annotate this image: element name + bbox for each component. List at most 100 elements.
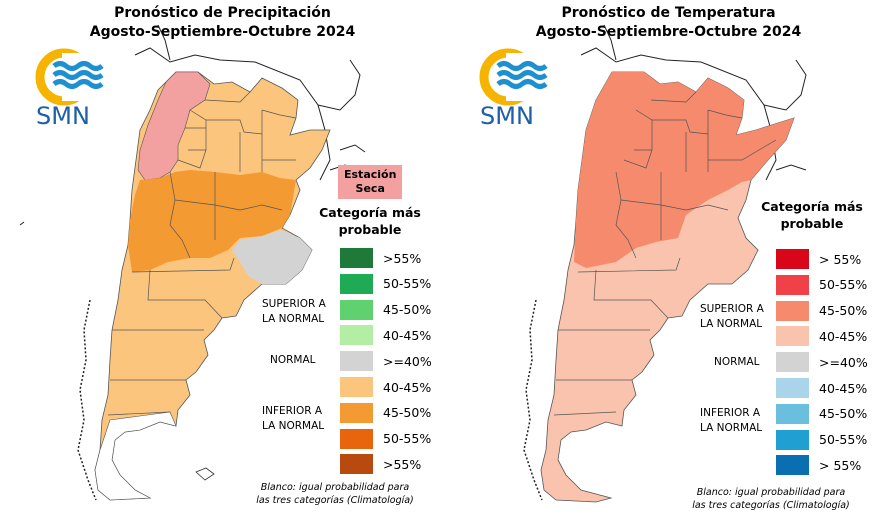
- precipitation-legend-row: 45-50%: [340, 402, 432, 423]
- temperature-forecast-panel: Pronóstico de Temperatura Agosto-Septiem…: [446, 0, 891, 523]
- precipitation-legend-label: 50-55%: [383, 431, 432, 447]
- province-borders: [553, 91, 777, 416]
- province-borders: [107, 91, 297, 416]
- temperature-title-line1: Pronóstico de Temperatura: [561, 5, 776, 21]
- precipitation-legend-title-line1: Categoría más: [319, 205, 421, 220]
- temperature-inferior-label: INFERIOR A LA NORMAL: [700, 406, 762, 436]
- temperature-legend-row: 45-50%: [776, 403, 868, 424]
- temperature-legend-label: 40-45%: [819, 328, 868, 344]
- precipitation-inferior-line2: LA NORMAL: [262, 420, 325, 432]
- smn-logo: SMN: [479, 48, 548, 130]
- precipitation-legend-row: 40-45%: [340, 325, 432, 346]
- temperature-legend-row: 50-55%: [776, 429, 868, 450]
- dry-season-label-line1: Estación: [344, 168, 397, 181]
- climatology-area-south: [94, 411, 177, 501]
- precipitation-legend-title: Categoría más probable: [310, 204, 430, 238]
- precipitation-legend-swatch: [340, 325, 373, 346]
- precipitation-title-line1: Pronóstico de Precipitación: [114, 5, 331, 21]
- precipitation-legend-label: >55%: [383, 456, 422, 472]
- temperature-legend-title-line2: probable: [780, 216, 844, 231]
- precipitation-legend-swatch: [340, 299, 373, 320]
- chile-coast: [77, 299, 97, 501]
- temperature-legend-swatch: [776, 455, 809, 476]
- precipitation-inferior-label: INFERIOR A LA NORMAL: [262, 404, 324, 434]
- precipitation-note-line2: las tres categorías (Climatología): [256, 495, 414, 506]
- precipitation-title: Pronóstico de Precipitación Agosto-Septi…: [0, 4, 445, 42]
- precipitation-legend-row: 50-55%: [340, 273, 432, 294]
- temperature-legend-label: 45-50%: [819, 303, 868, 319]
- precipitation-superior-line2: LA NORMAL: [262, 313, 325, 325]
- temperature-legend-label: >=40%: [819, 354, 868, 370]
- precipitation-legend-row: >55%: [340, 248, 421, 268]
- temperature-legend-label: 40-45%: [819, 380, 868, 396]
- temperature-map: [523, 24, 807, 503]
- islands-outline: [195, 467, 215, 481]
- dry-season-label: Estación Seca: [338, 165, 403, 199]
- precipitation-title-line2: Agosto-Septiembre-Octubre 2024: [89, 24, 356, 40]
- temperature-legend-swatch: [776, 274, 809, 295]
- precipitation-legend-swatch: [340, 248, 373, 268]
- precipitation-legend-label: 45-50%: [383, 405, 432, 421]
- precipitation-legend-label: 50-55%: [383, 276, 432, 292]
- temperature-inferior-line2: LA NORMAL: [700, 422, 763, 434]
- temperature-legend-swatch: [776, 429, 809, 450]
- precipitation-superior-line1: SUPERIOR A: [262, 298, 326, 310]
- temperature-note: Blanco: igual probabilidad para las tres…: [671, 486, 871, 512]
- dry-season-label-line2: Seca: [355, 182, 385, 195]
- temperature-legend-row: 45-50%: [776, 300, 868, 321]
- precipitation-legend-row: 45-50%: [340, 299, 432, 320]
- temperature-title: Pronóstico de Temperatura Agosto-Septiem…: [446, 4, 891, 42]
- argentina-outline: [94, 71, 331, 501]
- temperature-legend-label: 50-55%: [819, 432, 868, 448]
- temperature-legend-title: Categoría más probable: [752, 198, 872, 232]
- precipitation-legend-swatch: [340, 428, 373, 449]
- temperature-legend-row: 50-55%: [776, 274, 868, 295]
- temperature-legend-label: > 55%: [819, 251, 862, 267]
- precipitation-legend-swatch: [340, 273, 373, 294]
- precipitation-legend-row: 40-45%: [340, 377, 431, 397]
- temperature-inferior-line1: INFERIOR A: [700, 407, 761, 419]
- smn-logo: SMN: [35, 48, 104, 130]
- precipitation-legend-row: >55%: [340, 454, 422, 475]
- temperature-legend-label: 50-55%: [819, 277, 868, 293]
- precipitation-legend-swatch: [340, 351, 373, 372]
- precipitation-legend-swatch: [340, 454, 373, 475]
- precipitation-legend-label: 45-50%: [383, 302, 432, 318]
- temperature-legend-row: >=40%: [776, 352, 868, 373]
- temperature-title-line2: Agosto-Septiembre-Octubre 2024: [535, 24, 802, 40]
- precipitation-legend-swatch: [340, 402, 373, 423]
- precipitation-legend-row: >=40%: [340, 351, 432, 372]
- temperature-legend-row: > 55%: [776, 455, 862, 476]
- temperature-legend-label: > 55%: [819, 457, 862, 473]
- precipitation-legend-label: >55%: [383, 250, 422, 266]
- temperature-normal-label: NORMAL: [714, 356, 760, 368]
- precipitation-legend-row: 50-55%: [340, 428, 432, 449]
- temperature-legend-swatch: [776, 300, 809, 321]
- precipitation-forecast-panel: Pronóstico de Precipitación Agosto-Septi…: [0, 0, 445, 523]
- temperature-superior-line2: LA NORMAL: [700, 318, 763, 330]
- temperature-note-line2: las tres categorías (Climatología): [692, 500, 850, 511]
- temperature-legend-swatch: [776, 249, 809, 269]
- chile-coast: [523, 299, 543, 501]
- precipitation-legend-swatch: [340, 377, 373, 397]
- normal-area: [232, 230, 312, 284]
- north-area-45-50: [574, 72, 794, 268]
- precipitation-legend-label: 40-45%: [383, 327, 432, 343]
- precipitation-note-line1: Blanco: igual probabilidad para: [260, 482, 410, 493]
- precipitation-normal-label: NORMAL: [270, 354, 316, 366]
- temperature-superior-label: SUPERIOR A LA NORMAL: [700, 302, 764, 332]
- temperature-note-line1: Blanco: igual probabilidad para: [696, 487, 846, 498]
- precipitation-note: Blanco: igual probabilidad para las tres…: [235, 481, 435, 507]
- precipitation-legend-title-line2: probable: [338, 222, 402, 237]
- temperature-legend-row: 40-45%: [776, 378, 867, 398]
- smn-logo-text: SMN: [36, 102, 90, 130]
- temperature-legend-swatch: [776, 403, 809, 424]
- temperature-legend-row: > 55%: [776, 249, 861, 269]
- precipitation-legend-label: 40-45%: [383, 379, 432, 395]
- central-band-45-50: [128, 170, 296, 272]
- temperature-legend-swatch: [776, 326, 809, 347]
- temperature-legend-swatch: [776, 378, 809, 398]
- precipitation-map: [19, 24, 366, 501]
- temperature-legend-label: 45-50%: [819, 406, 868, 422]
- temperature-legend-title-line1: Categoría más: [761, 199, 863, 214]
